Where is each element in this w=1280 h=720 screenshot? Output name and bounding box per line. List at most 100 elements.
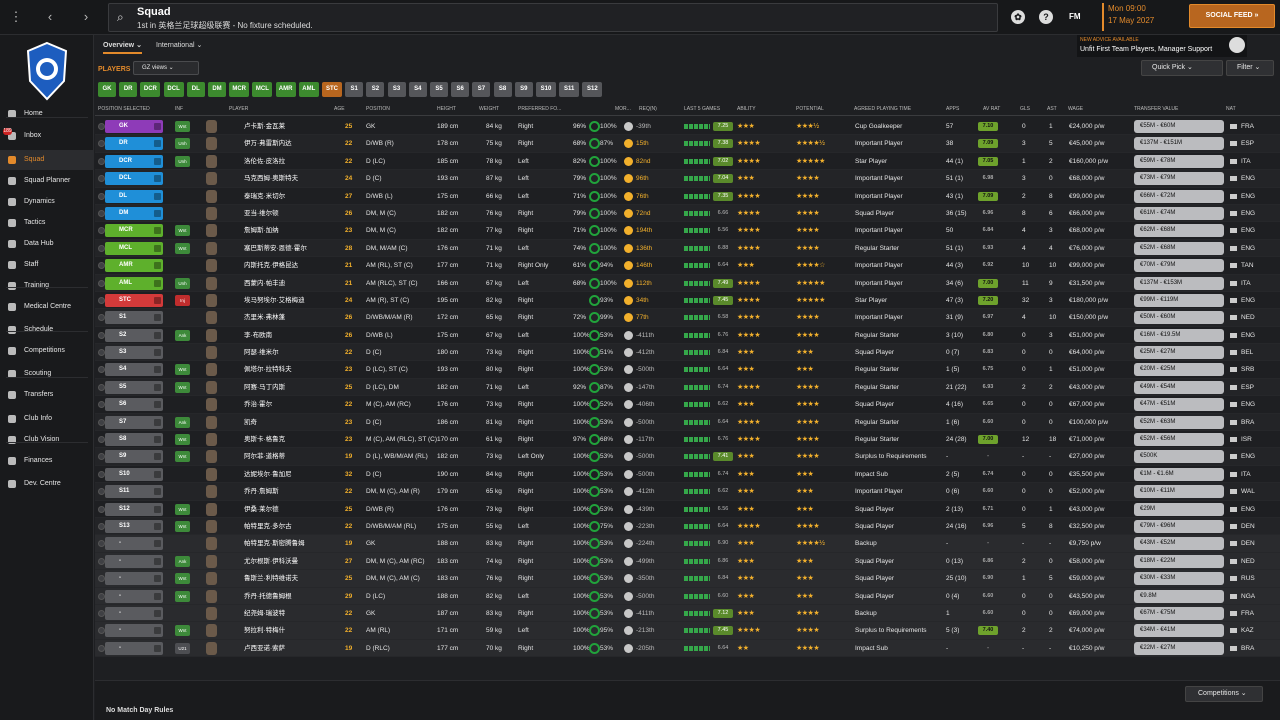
table-row[interactable]: STC Inj 埃马努埃尔·艾格梅迪 24 AM (R), ST (C) 195 cm 82…	[95, 292, 1280, 310]
row-select-checkbox[interactable]	[98, 644, 105, 652]
column-header-5[interactable]: HEIGHT	[437, 106, 456, 112]
row-select-checkbox[interactable]	[98, 470, 105, 478]
table-row[interactable]: S7 Ank 凯奇 23 D (C) 186 cm 81 kg Right 100% 53% -50…	[95, 413, 1280, 432]
player-name[interactable]: 埃马努埃尔·艾格梅迪	[244, 296, 305, 304]
position-chip-dcl[interactable]: DCL	[163, 82, 184, 97]
position-select-dropdown[interactable]: DCL	[105, 172, 163, 186]
position-chip-stc[interactable]: STC	[322, 82, 342, 97]
position-chip-s6[interactable]: S6	[451, 82, 470, 97]
row-select-checkbox[interactable]	[98, 244, 105, 252]
position-select-dropdown[interactable]: S5	[105, 380, 163, 394]
position-select-dropdown[interactable]: S6	[105, 398, 163, 412]
player-name[interactable]: 卢卡斯·金瓦莱	[244, 123, 286, 130]
column-header-10[interactable]: LAST 5 GAMES	[684, 106, 721, 112]
column-header-18[interactable]: WAGE	[1068, 106, 1084, 112]
column-header-1[interactable]: INF	[175, 106, 184, 112]
table-row[interactable]: S12 Wnt 伊桑·莱尔德 25 D/WB (R) 176 cm 73 kg Right 10…	[95, 501, 1280, 518]
column-header-15[interactable]: AV RAT	[983, 106, 1001, 112]
position-chip-s5[interactable]: S5	[430, 82, 448, 97]
row-select-checkbox[interactable]	[98, 522, 105, 530]
table-row[interactable]: S13 Wnt 帕特里克·多尔古 22 D/WB/M/AM (RL) 175 cm 55 k…	[95, 517, 1280, 536]
row-select-checkbox[interactable]	[98, 592, 105, 600]
sidebar-item-tactics[interactable]: Tactics	[0, 213, 94, 233]
row-select-checkbox[interactable]	[98, 227, 105, 235]
position-select-dropdown[interactable]: DL	[105, 189, 163, 203]
position-chip-s8[interactable]: S8	[493, 82, 512, 97]
player-name[interactable]: 杰里米·弗林蓬	[244, 314, 286, 322]
column-header-9[interactable]: REQ(N)	[639, 106, 657, 112]
position-select-dropdown[interactable]: S13	[105, 519, 163, 533]
position-chip-s12[interactable]: S12	[582, 82, 603, 97]
row-select-checkbox[interactable]	[98, 209, 105, 217]
player-name[interactable]: 亚当·维尔顿	[244, 209, 279, 217]
position-chip-s2[interactable]: S2	[366, 82, 385, 97]
sidebar-item-dev-centre[interactable]: Dev. Centre	[0, 474, 94, 494]
table-row[interactable]: - U21 卢西亚诺·索萨 19 D (RLC) 177 cm 70 kg Right 100%…	[95, 639, 1280, 658]
player-name[interactable]: 洛伦佐·皮洛拉	[244, 157, 286, 165]
position-select-dropdown[interactable]: S2	[105, 328, 163, 342]
player-name[interactable]: 阿尔菲·道格蒂	[244, 453, 286, 461]
gear-icon[interactable]: ✿	[1011, 10, 1025, 24]
position-select-dropdown[interactable]: S7	[105, 415, 163, 429]
position-chip-dm[interactable]: DM	[208, 82, 226, 97]
player-name[interactable]: 乔丹·詹姆斯	[244, 488, 279, 496]
row-select-checkbox[interactable]	[98, 575, 105, 583]
sidebar-item-scouting[interactable]: Scouting	[0, 364, 94, 384]
row-select-checkbox[interactable]	[98, 418, 105, 426]
sidebar-item-data-hub[interactable]: Data Hub	[0, 234, 94, 254]
position-select-dropdown[interactable]: -	[105, 624, 163, 638]
position-select-dropdown[interactable]: S8	[105, 433, 163, 447]
row-select-checkbox[interactable]	[98, 262, 105, 270]
table-row[interactable]: S8 Wnt 奥斯卡·格鲁克 23 M (C), AM (RLC), ST (C) 170…	[95, 431, 1280, 449]
position-chip-s9[interactable]: S9	[514, 82, 533, 97]
position-chip-s11[interactable]: S11	[559, 82, 580, 97]
position-select-dropdown[interactable]: AML	[105, 276, 163, 290]
position-chip-s1[interactable]: S1	[345, 82, 364, 97]
table-row[interactable]: S5 Wnt 阿赛·马丁内斯 25 D (LC), DM 182 cm 71 kg Left 9…	[95, 378, 1280, 397]
sidebar-item-medical-centre[interactable]: Medical Centre	[0, 297, 94, 317]
position-chip-mcr[interactable]: MCR	[229, 82, 250, 97]
position-select-dropdown[interactable]: AMR	[105, 259, 163, 273]
sidebar-item-finances[interactable]: Finances	[0, 451, 94, 471]
tab-international[interactable]: International ⌄	[156, 42, 203, 49]
column-header-12[interactable]: POTENTIAL	[796, 106, 824, 112]
column-header-4[interactable]: POSITION	[366, 106, 390, 112]
position-chip-s4[interactable]: S4	[408, 82, 427, 97]
social-feed-button[interactable]: SOCIAL FEED »	[1189, 4, 1275, 28]
date-display[interactable]: Mon 09:00 17 May 2027	[1102, 3, 1182, 31]
column-header-20[interactable]: NAT	[1226, 106, 1236, 112]
player-name[interactable]: 内斯托克·伊格昆达	[244, 262, 299, 270]
column-header-16[interactable]: GLS	[1020, 106, 1031, 112]
table-row[interactable]: S10 达妮埃尔·鲁加尼 32 D (C) 190 cm 84 kg Right 100% 53…	[95, 466, 1280, 484]
filter-dropdown[interactable]: Filter ⌄	[1226, 60, 1274, 76]
back-icon[interactable]: ‹	[47, 9, 53, 24]
column-header-19[interactable]: TRANSFER VALUE	[1134, 106, 1179, 112]
row-select-checkbox[interactable]	[98, 401, 105, 409]
table-row[interactable]: - 帕特里克·斯密腾鲁姆 19 GK 188 cm 83 kg Right 100% 53% -2…	[95, 535, 1280, 553]
row-select-checkbox[interactable]	[98, 331, 105, 339]
row-select-checkbox[interactable]	[98, 453, 105, 461]
position-select-dropdown[interactable]: STC	[105, 293, 163, 307]
table-row[interactable]: - Ank 尤尔根斯·伊科沃曼 27 DM, M (C), AM (RC) 183 cm 7…	[95, 552, 1280, 571]
position-chip-gk[interactable]: GK	[98, 82, 116, 97]
competitions-dropdown[interactable]: Competitions ⌄	[1185, 686, 1263, 702]
search-bar[interactable]: ⌕ Squad 1st in 英格兰足球超级联赛 - No fixture sc…	[108, 3, 998, 32]
quick-pick-dropdown[interactable]: Quick Pick ⌄	[1141, 60, 1223, 76]
position-select-dropdown[interactable]: S12	[105, 502, 163, 516]
player-name[interactable]: 鲁斯兰·利特维诺夫	[244, 575, 299, 583]
column-header-3[interactable]: AGE	[334, 106, 345, 112]
sidebar-item-competitions[interactable]: Competitions	[0, 341, 94, 361]
position-select-dropdown[interactable]: S10	[105, 467, 163, 481]
position-select-dropdown[interactable]: -	[105, 537, 163, 551]
row-select-checkbox[interactable]	[98, 123, 105, 130]
sidebar-item-squad[interactable]: Squad	[0, 150, 94, 170]
player-name[interactable]: 乔丹·托德鲁姆根	[244, 592, 292, 600]
table-row[interactable]: S3 阿瑟·维米尔 22 D (C) 180 cm 73 kg Right 100% 51% -4…	[95, 344, 1280, 362]
position-select-dropdown[interactable]: -	[105, 589, 163, 603]
column-header-7[interactable]: PREFERRED FO...	[518, 106, 562, 112]
player-name[interactable]: 努拉利·特梅什	[244, 627, 286, 635]
player-name[interactable]: 李·布欧南	[244, 331, 273, 339]
position-select-dropdown[interactable]: MCL	[105, 241, 163, 255]
player-name[interactable]: 尤尔根斯·伊科沃曼	[244, 557, 299, 565]
position-select-dropdown[interactable]: DM	[105, 206, 163, 220]
